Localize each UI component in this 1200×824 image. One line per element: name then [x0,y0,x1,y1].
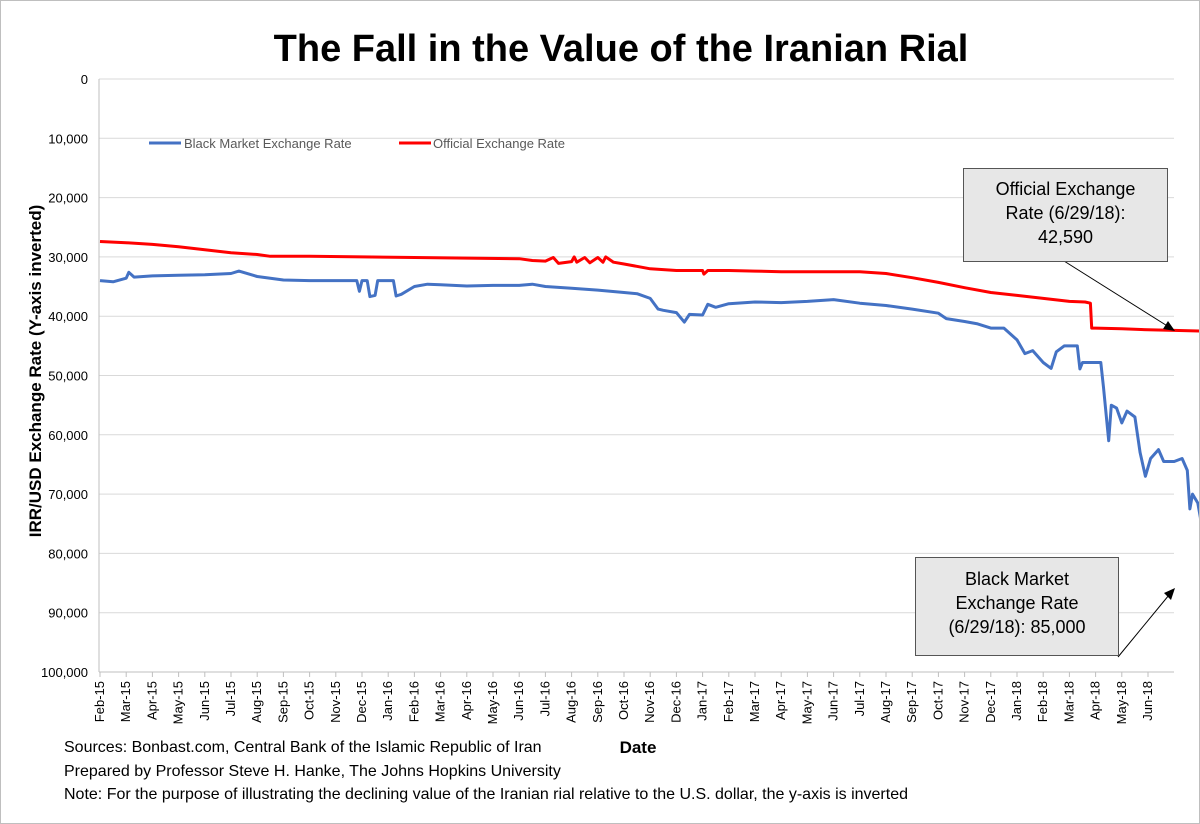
x-tick-label: Sep-15 [275,681,290,723]
black-market-rate-callout: Black Market Exchange Rate (6/29/18): 85… [915,557,1119,656]
x-axis: Feb-15 Mar-15 Apr-15 May-15 Jun-15 Jul-15 Aug-… [92,672,1155,724]
x-tick-label: Aug-16 [564,681,579,723]
black-market-rate-line [99,269,1199,520]
black-market-callout-line-3: (6/29/18): 85,000 [948,617,1086,637]
x-tick-label: Jul-15 [223,681,238,716]
official-arrow-head [1163,321,1175,331]
sources-note: Sources: Bonbast.com, Central Bank of th… [64,739,542,756]
black-market-callout-line-1: Black Market [964,569,1070,589]
y-tick-label: 10,000 [48,131,88,146]
x-tick-label: Nov-15 [328,681,343,723]
chart-title: The Fall in the Value of the Iranian Ria… [274,28,969,70]
x-axis-label: Date [620,738,657,757]
x-tick-label: Aug-17 [878,681,893,723]
y-axis-label: IRR/USD Exchange Rate (Y-axis inverted) [26,205,45,538]
y-tick-label: 100,000 [41,665,88,680]
x-tick-label: Oct-17 [930,681,945,720]
official-callout-line-2: Rate (6/29/18): [1005,203,1126,223]
x-tick-label: Apr-18 [1088,681,1103,720]
x-tick-label: Mar-18 [1061,681,1076,722]
x-tick-label: Apr-17 [773,681,788,720]
x-tick-label: May-16 [485,681,500,724]
x-tick-label: Nov-16 [642,681,657,723]
x-tick-label: Jun-17 [826,681,841,721]
prepared-by-note: Prepared by Professor Steve H. Hanke, Th… [64,763,561,780]
x-tick-label: May-18 [1114,681,1129,724]
x-tick-label: Apr-16 [459,681,474,720]
x-tick-label: Apr-15 [144,681,159,720]
x-tick-label: Dec-17 [983,681,998,723]
official-callout-arrow [1063,260,1170,328]
official-rate-callout: Official Exchange Rate (6/29/18): 42,590 [963,168,1168,262]
x-tick-label: Jun-18 [1140,681,1155,721]
y-tick-label: 30,000 [48,250,88,265]
x-tick-label: Mar-17 [747,681,762,722]
y-tick-label: 40,000 [48,309,88,324]
x-tick-label: Jun-15 [197,681,212,721]
legend-label-black-market: Black Market Exchange Rate [184,136,352,151]
x-tick-label: Sep-17 [904,681,919,723]
inverted-axis-note: Note: For the purpose of illustrating th… [64,786,908,803]
annotation-arrows [1063,260,1175,658]
black-market-arrow-head [1164,588,1175,600]
y-tick-label: 0 [81,72,88,87]
x-tick-label: Jul-16 [537,681,552,716]
official-callout-line-3: 42,590 [1037,227,1094,247]
x-tick-label: Feb-16 [406,681,421,722]
x-tick-label: Dec-16 [668,681,683,723]
x-tick-label: May-17 [799,681,814,724]
x-tick-label: Aug-15 [249,681,264,723]
y-tick-label: 80,000 [48,546,88,561]
y-tick-label: 70,000 [48,487,88,502]
x-tick-label: Dec-15 [354,681,369,723]
y-axis: 0 10,000 20,000 30,000 40,000 50,000 60,000 70,… [41,72,88,680]
legend-label-official: Official Exchange Rate [433,136,565,151]
official-callout-line-1: Official Exchange [995,179,1136,199]
x-tick-label: Mar-16 [433,681,448,722]
y-tick-label: 20,000 [48,191,88,206]
legend: Black Market Exchange Rate Official Exch… [149,136,565,151]
x-tick-label: Nov-17 [957,681,972,723]
black-market-callout-line-2: Exchange Rate [955,593,1079,613]
y-tick-label: 90,000 [48,606,88,621]
x-tick-label: Feb-15 [92,681,107,722]
x-tick-label: Jul-17 [852,681,867,716]
x-tick-label: May-15 [171,681,186,724]
x-tick-label: Oct-16 [616,681,631,720]
x-tick-label: Sep-16 [590,681,605,723]
official-rate-line [99,240,1199,333]
x-tick-label: Jan-16 [380,681,395,721]
y-tick-label: 50,000 [48,369,88,384]
x-tick-label: Mar-15 [118,681,133,722]
y-tick-label: 60,000 [48,428,88,443]
x-tick-label: Feb-17 [721,681,736,722]
black-market-callout-arrow [1117,594,1170,658]
x-tick-label: Oct-15 [302,681,317,720]
x-tick-label: Jun-16 [511,681,526,721]
x-tick-label: Feb-18 [1035,681,1050,722]
x-tick-label: Jan-17 [695,681,710,721]
x-tick-label: Jan-18 [1009,681,1024,721]
series-group [99,240,1199,520]
